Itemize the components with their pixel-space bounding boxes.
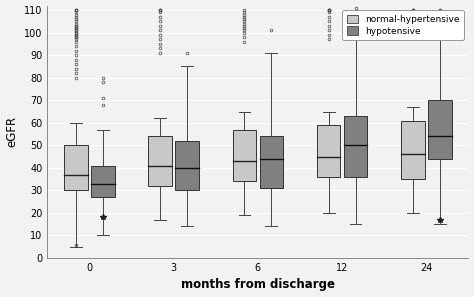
Bar: [148, 136, 172, 186]
Bar: [91, 166, 115, 197]
Y-axis label: eGFR: eGFR: [6, 116, 18, 147]
X-axis label: months from discharge: months from discharge: [181, 279, 335, 291]
Bar: [401, 121, 425, 179]
Bar: [344, 116, 367, 177]
Bar: [428, 100, 452, 159]
Bar: [175, 141, 199, 190]
Bar: [260, 136, 283, 188]
Bar: [233, 129, 256, 181]
Bar: [317, 125, 340, 177]
Bar: [64, 145, 88, 190]
Legend: normal-hypertensive, hypotensive: normal-hypertensive, hypotensive: [342, 10, 464, 40]
